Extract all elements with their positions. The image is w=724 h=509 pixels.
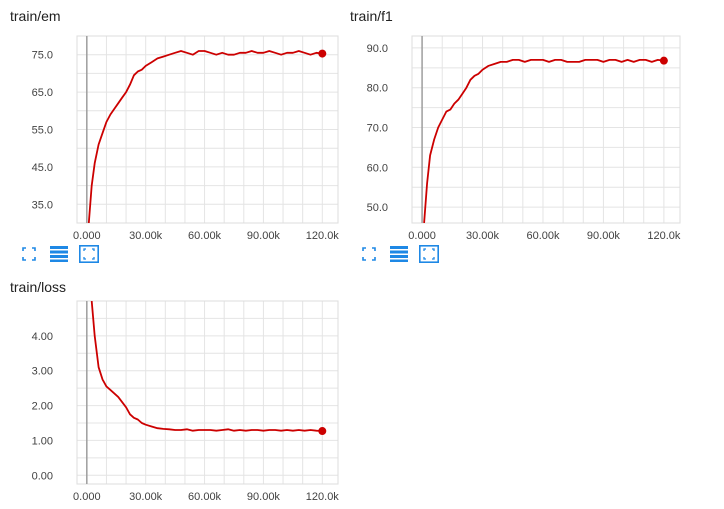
y-tick-label: 2.00 (32, 401, 53, 413)
last-point-marker[interactable] (659, 56, 668, 65)
x-tick-label: 90.00k (587, 230, 621, 242)
expand-chart-icon (79, 245, 99, 263)
x-tick-label: 0.000 (73, 230, 101, 242)
y-tick-label: 0.00 (32, 470, 53, 482)
y-tick-label: 70.0 (367, 123, 388, 135)
y-tick-label: 1.00 (32, 435, 53, 447)
toggle-log-scale-icon (50, 246, 68, 262)
y-tick-label: 65.0 (32, 87, 53, 99)
y-tick-label: 3.00 (32, 366, 53, 378)
y-tick-label: 90.0 (367, 43, 388, 55)
fit-domain-icon (362, 247, 376, 261)
chart-title: train/loss (10, 279, 67, 295)
y-tick-label: 45.0 (32, 162, 53, 174)
x-tick-label: 90.00k (247, 230, 281, 242)
x-tick-label: 60.00k (188, 230, 222, 242)
y-tick-label: 75.0 (32, 50, 53, 62)
plot-frame (76, 35, 339, 224)
y-tick-label: 50.0 (367, 202, 388, 214)
line-chart-train-loss[interactable]: 0.00 1.00 2.00 3.00 4.00 0.000 30.00k 60.00k 90.… (10, 299, 345, 507)
toggle-log-scale-icon (390, 246, 408, 262)
expand-chart-icon (419, 245, 439, 263)
series-line (87, 50, 323, 223)
series-line (423, 58, 665, 223)
x-tick-label: 60.00k (526, 230, 560, 242)
plot-frame (411, 35, 681, 224)
y-tick-label: 35.0 (32, 199, 53, 211)
y-tick-label: 55.0 (32, 125, 53, 137)
expand-chart-button[interactable] (78, 244, 100, 264)
last-point-marker[interactable] (318, 427, 327, 436)
chart-toolbar (358, 244, 448, 264)
y-tick-label: 80.0 (367, 83, 388, 95)
x-tick-label: 120.0k (647, 230, 681, 242)
chart-card-train-loss: train/loss 0.00 1.00 2.00 3.00 4.00 0.000 30.0… (10, 279, 345, 507)
line-chart-train-em[interactable]: 35.0 45.0 55.0 65.0 75.0 0.000 30.00k 60.00k 90.… (10, 28, 345, 246)
fit-domain-button[interactable] (18, 244, 40, 264)
x-tick-label: 90.00k (247, 491, 281, 503)
series-line (90, 301, 323, 432)
chart-card-train-f1: train/f1 50.0 60.0 70.0 80.0 90.0 0.000 30.00k… (350, 8, 690, 268)
fit-domain-button[interactable] (358, 244, 380, 264)
x-tick-label: 120.0k (306, 230, 340, 242)
toggle-log-scale-button[interactable] (48, 244, 70, 264)
chart-title: train/f1 (350, 8, 393, 24)
x-tick-label: 30.00k (129, 491, 163, 503)
y-tick-label: 4.00 (32, 331, 53, 343)
line-chart-train-f1[interactable]: 50.0 60.0 70.0 80.0 90.0 0.000 30.00k 60.00k 90.… (350, 28, 690, 246)
x-tick-label: 120.0k (306, 491, 340, 503)
chart-title: train/em (10, 8, 61, 24)
x-tick-label: 30.00k (129, 230, 163, 242)
chart-toolbar (18, 244, 108, 264)
x-tick-label: 60.00k (188, 491, 222, 503)
plot-frame (76, 300, 339, 485)
x-tick-label: 0.000 (73, 491, 101, 503)
toggle-log-scale-button[interactable] (388, 244, 410, 264)
last-point-marker[interactable] (318, 49, 327, 58)
chart-card-train-em: train/em 35.0 45.0 55.0 65.0 75.0 0.000 30.00k… (10, 8, 345, 268)
x-tick-label: 30.00k (466, 230, 500, 242)
expand-chart-button[interactable] (418, 244, 440, 264)
fit-domain-icon (22, 247, 36, 261)
y-tick-label: 60.0 (367, 162, 388, 174)
x-tick-label: 0.000 (408, 230, 436, 242)
